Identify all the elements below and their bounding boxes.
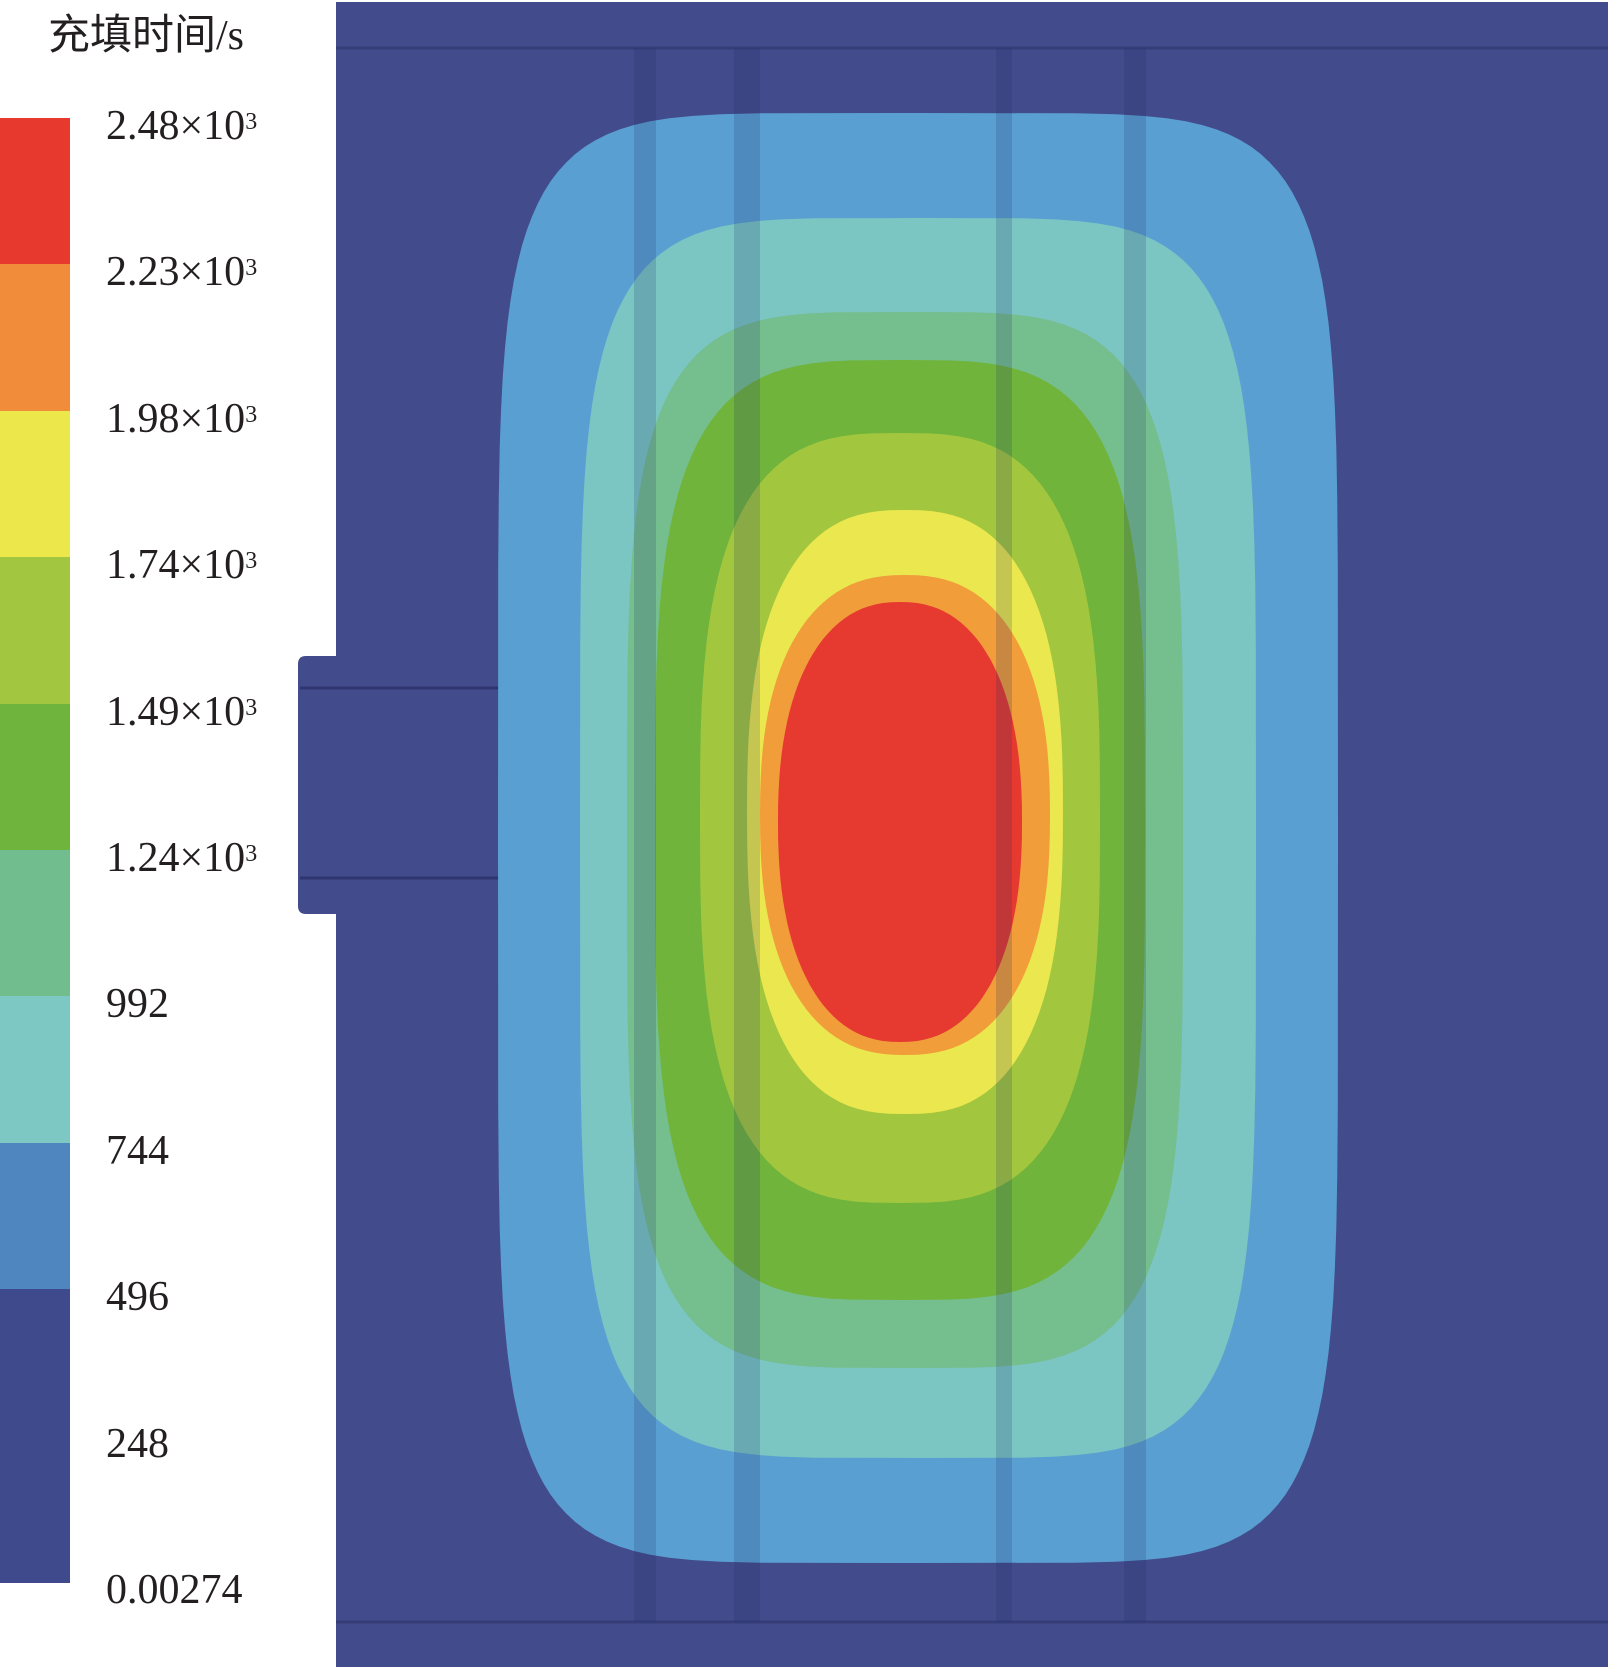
tick-mantissa: 1.24×10 <box>106 835 246 881</box>
colorbar-tick-label: 744 <box>106 1129 169 1173</box>
tick-mantissa: 496 <box>106 1274 169 1321</box>
tick-exponent: 3 <box>245 694 258 721</box>
tick-mantissa: 1.49×10 <box>106 688 246 735</box>
colorbar-swatch <box>0 996 70 1144</box>
gate-inlet <box>298 656 336 914</box>
colorbar-tick-label: 1.24×103 <box>106 836 257 880</box>
colorbar-swatch <box>0 1289 70 1437</box>
colorbar-tick-label: 1.74×103 <box>106 543 257 587</box>
rib-channel <box>634 48 656 1622</box>
tick-exponent: 3 <box>245 841 258 867</box>
tick-exponent: 3 <box>245 548 258 575</box>
rib-channel <box>734 48 760 1622</box>
tick-mantissa: 2.48×10 <box>106 103 246 149</box>
colorbar-swatch <box>0 557 70 705</box>
colorbar-swatch <box>0 703 70 851</box>
colorbar-swatch <box>0 1435 70 1583</box>
tick-mantissa: 248 <box>106 1420 169 1467</box>
tick-mantissa: 2.23×10 <box>106 249 246 296</box>
colorbar-swatch <box>0 410 70 559</box>
colorbar-tick-label: 2.23×103 <box>106 250 257 294</box>
colorbar-tick-label: 248 <box>106 1422 169 1466</box>
colorbar-swatch <box>0 264 70 412</box>
tick-mantissa: 1.74×10 <box>106 542 246 589</box>
rib-lines <box>634 48 1146 1622</box>
rib-channel <box>996 48 1012 1622</box>
colorbar-tick-label: 0.00274 <box>106 1568 243 1612</box>
contour-bands <box>498 113 1338 1563</box>
colorbar-tick-label: 496 <box>106 1275 169 1319</box>
contour-band <box>815 652 987 1012</box>
colorbar-tick-label: 992 <box>106 982 169 1026</box>
colorbar <box>0 118 70 1583</box>
colorbar-tick-label: 1.49×103 <box>106 690 257 734</box>
colorbar-swatch <box>0 850 70 998</box>
tick-mantissa: 1.98×10 <box>106 395 246 442</box>
tick-exponent: 3 <box>245 255 258 282</box>
colorbar-tick-label: 2.48×103 <box>106 104 257 148</box>
tick-mantissa: 744 <box>106 1127 169 1174</box>
colorbar-swatch <box>0 1142 70 1291</box>
tick-mantissa: 0.00274 <box>106 1567 243 1613</box>
tick-exponent: 3 <box>245 401 258 428</box>
colorbar-swatch <box>0 118 70 266</box>
tick-mantissa: 992 <box>106 981 169 1028</box>
tick-exponent: 3 <box>245 109 258 135</box>
colorbar-tick-label: 1.98×103 <box>106 397 257 441</box>
colorbar-title: 充填时间/s <box>48 13 245 59</box>
rib-channel <box>1124 48 1146 1622</box>
